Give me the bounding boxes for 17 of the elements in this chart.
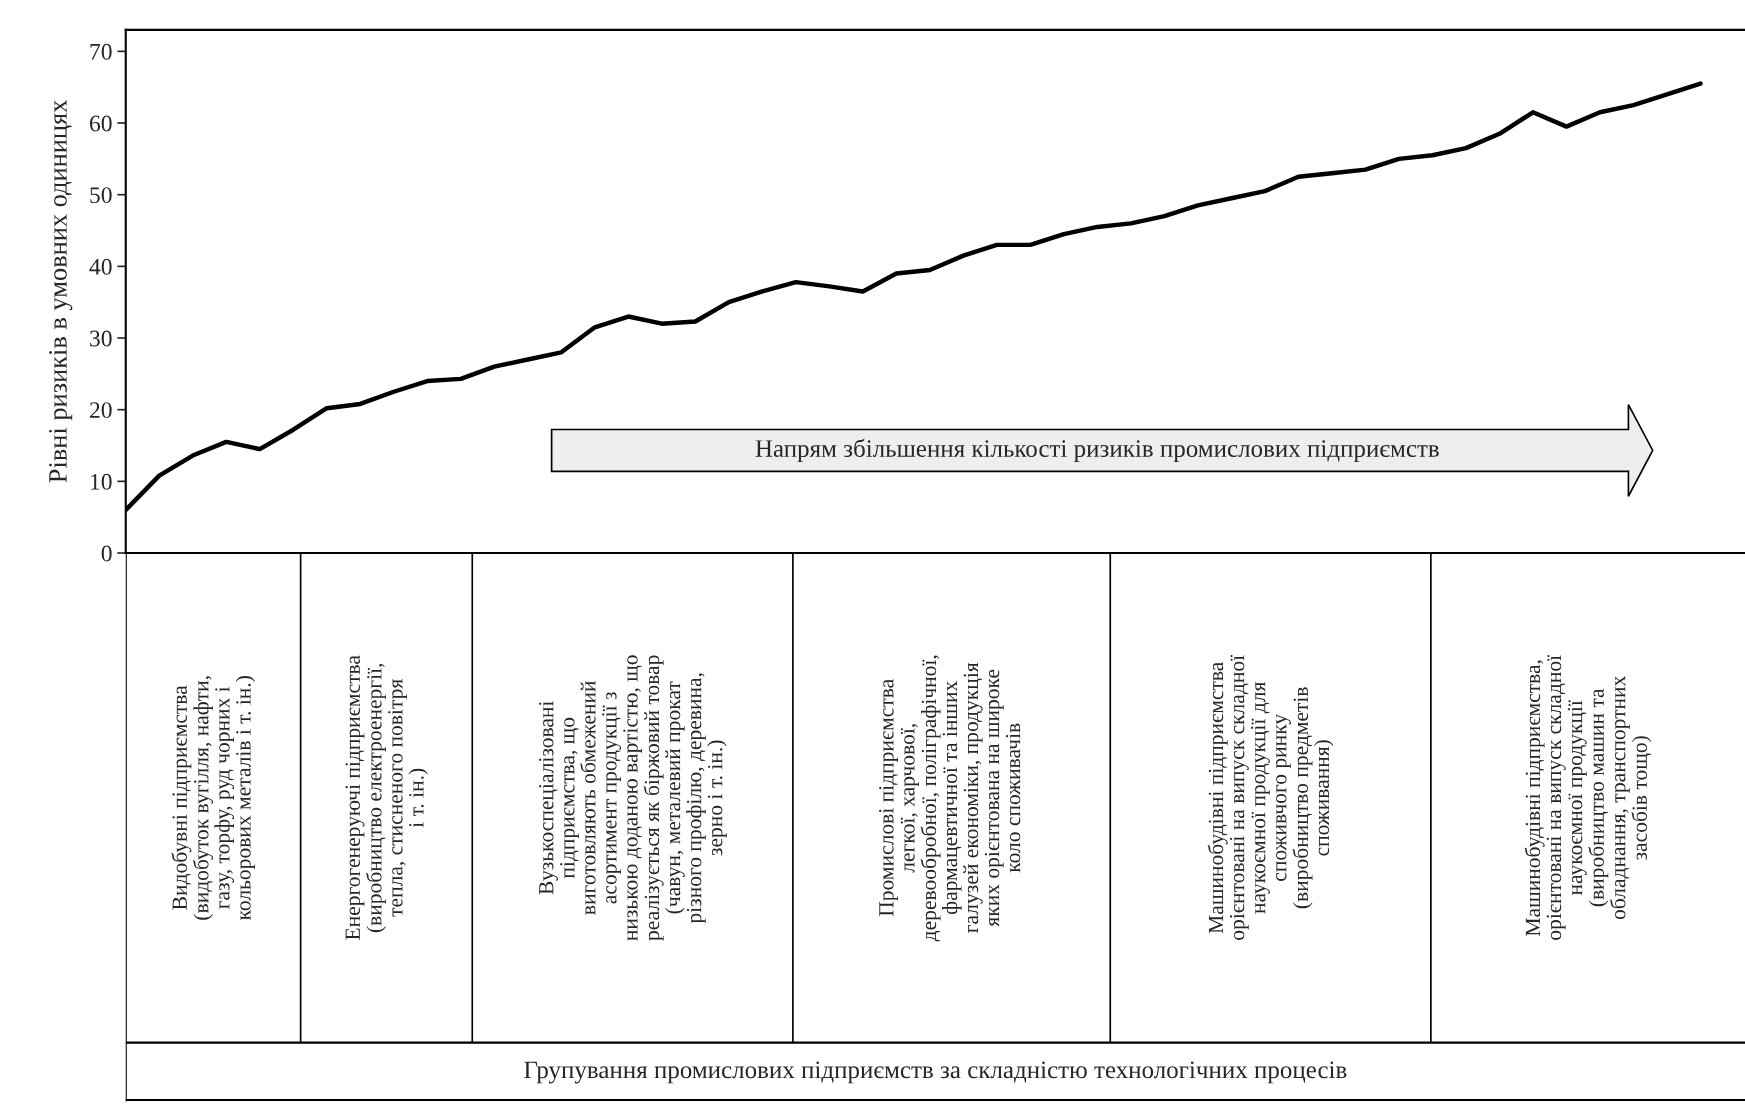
y-axis-title: Рівні ризиків в умовних одиницях [49, 99, 73, 483]
y-tick-label: 60 [89, 115, 112, 132]
y-tick-label: 30 [90, 330, 112, 347]
y-tick-label: 50 [90, 187, 112, 204]
text: Видобувні підприємства (видобуток вугілля, нафти, газу, торфу, руд чорних і кольорових металів і т. ін.) [171, 676, 256, 921]
text: Групування промислових підприємств за складністю технологічних процесів [524, 1061, 1347, 1084]
text: Промислові підприємства легкої, харчової, деревообробної, поліграфічної, фармацевтичної та інших галузей економіки, продукція яких орієнтована на широке коло споживачів [879, 655, 1021, 942]
text: Енергогенеруючі підприємства (виробництво електроенергії, тепла, стисненого повітря і т. ін.) [345, 655, 428, 940]
y-tick-label: 0 [101, 545, 112, 562]
y-tick-label: 20 [89, 402, 112, 419]
annotation: Напрям збільшення кількості ризиків промислових підприємств [755, 438, 1439, 463]
text: Машинобудівні підприємства, орієнтовані на випуск складної наукоємної продукції (виробництво машин та обладнання, транспортних засобів тощо) [1524, 654, 1652, 940]
y-tick-label: 10 [91, 473, 112, 490]
y-tick-label: 40 [89, 258, 112, 275]
text: Вузькоспеціалізовані підприємства, що виготовляють обмежений асортимент продукції з низькою доданою вартістю, що реалізується як біржовий товар (чавун, металевий прокат різного профілю, деревина, зерно і т. ін.) [539, 655, 727, 941]
text: Машинобудівні підприємства орієнтовані на випуск складної наукоємної продукції для споживчого ринку (виробництво предметів споживання) [1207, 654, 1334, 940]
y-tick-label: 70 [90, 43, 112, 60]
